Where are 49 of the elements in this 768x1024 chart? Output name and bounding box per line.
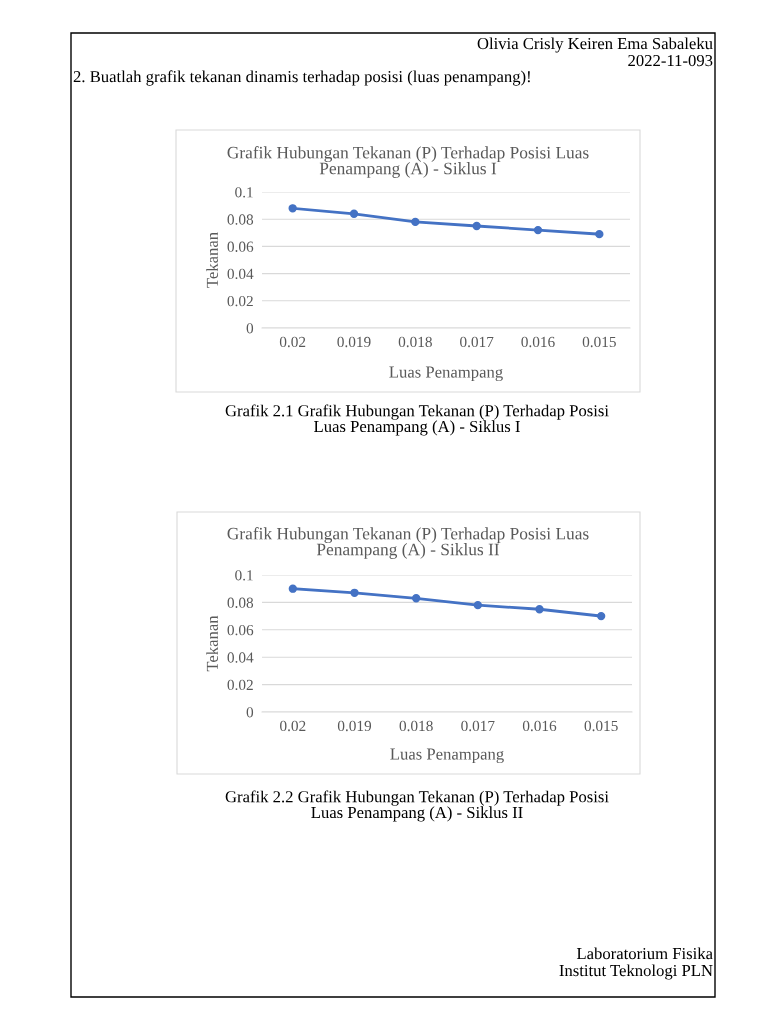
y-axis-title: Tekanan — [206, 232, 218, 288]
y-tick-label: 0.04 — [227, 268, 254, 280]
point — [595, 229, 604, 239]
text: 2. Buatlah grafik tekanan dinamis terhadap posisi (luas penampang)! — [73, 70, 530, 86]
y-tick-label: 0.04 — [227, 652, 254, 663]
x-axis-title: Luas Penampang — [389, 366, 503, 382]
y-tick-label: 0.02 — [227, 295, 253, 307]
x-tick-label: 0.019 — [337, 720, 372, 732]
y-tick-label: 0 — [246, 707, 254, 718]
x-tick-label: 0.017 — [460, 336, 494, 348]
point — [473, 600, 483, 610]
point — [535, 605, 544, 614]
chart-title: Grafik Hubungan Tekanan (P) Terhadap Posisi Luas Penampang (A) - Siklus II — [227, 527, 589, 559]
text: 2022-11-093 — [628, 54, 713, 67]
point — [288, 584, 298, 593]
y-tick-label: 0.08 — [227, 597, 254, 608]
y-tick-label: 0.06 — [227, 241, 254, 252]
x-tick-label: 0.016 — [522, 720, 557, 732]
y-tick-label: 0.1 — [235, 570, 253, 581]
y-tick-label: 0.06 — [227, 624, 254, 636]
text: Grafik 2.1 Grafik Hubungan Tekanan (P) Terhadap Posisi Luas Penampang (A) - Siklus I — [225, 404, 609, 436]
text: Grafik 2.2 Grafik Hubungan Tekanan (P) Terhadap Posisi Luas Penampang (A) - Siklus II — [225, 790, 609, 822]
x-tick-label: 0.02 — [279, 336, 306, 348]
x-tick-label: 0.017 — [461, 720, 495, 732]
text: Laboratorium Fisika — [576, 947, 713, 960]
chart-title: Grafik Hubungan Tekanan (P) Terhadap Posisi Luas Penampang (A) - Siklus I — [227, 146, 589, 178]
point — [411, 594, 421, 603]
point — [350, 588, 359, 597]
text: Olivia Crisly Keiren Ema Sabaleku — [477, 37, 713, 53]
x-tick-label: 0.019 — [337, 336, 371, 348]
point — [411, 217, 420, 227]
point — [533, 225, 543, 235]
point — [596, 611, 606, 621]
point — [349, 209, 359, 218]
x-tick-label: 0.015 — [584, 720, 618, 732]
y-axis-title: Tekanan — [206, 615, 218, 672]
x-axis-title: Luas Penampang — [390, 748, 504, 764]
x-tick-label: 0.02 — [280, 720, 306, 732]
point — [288, 204, 297, 213]
text: Institut Teknologi PLN — [559, 964, 713, 980]
x-tick-label: 0.015 — [582, 336, 616, 348]
y-tick-label: 0.1 — [235, 187, 253, 198]
x-tick-label: 0.018 — [398, 336, 432, 348]
x-tick-label: 0.016 — [521, 336, 555, 348]
point — [472, 221, 481, 231]
x-tick-label: 0.018 — [399, 720, 433, 732]
y-tick-label: 0.08 — [227, 214, 254, 225]
y-tick-label: 0 — [246, 323, 254, 334]
y-tick-label: 0.02 — [227, 679, 253, 691]
